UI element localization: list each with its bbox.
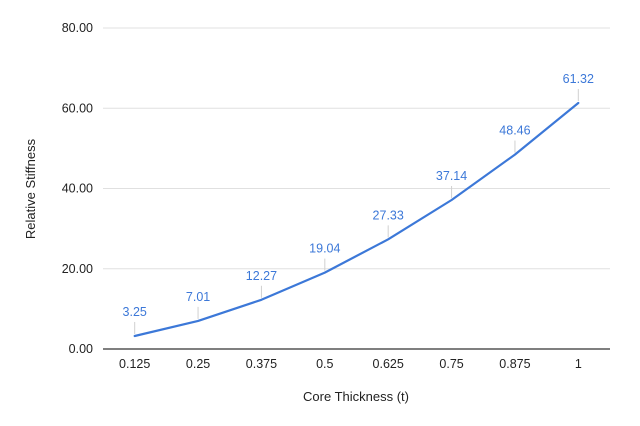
data-label: 3.25 [123, 305, 147, 319]
data-label: 19.04 [309, 242, 340, 256]
data-label: 7.01 [186, 290, 210, 304]
y-tick-label: 40.00 [62, 182, 93, 196]
data-label: 37.14 [436, 169, 467, 183]
y-tick-label: 80.00 [62, 21, 93, 35]
x-tick-label: 0.125 [119, 357, 150, 371]
series-line-path [133, 101, 580, 338]
x-tick-label: 0.625 [373, 357, 404, 371]
y-tick-label: 0.00 [69, 342, 93, 356]
x-tick-label: 0.875 [499, 357, 530, 371]
y-tick-label: 60.00 [62, 101, 93, 115]
x-tick-label: 0.25 [186, 357, 210, 371]
x-axis-ticks: 0.125 0.25 0.375 0.5 0.625 0.75 0.875 1 [119, 357, 582, 371]
x-tick-label: 0.75 [439, 357, 463, 371]
x-axis-title: Core Thickness (t) [303, 389, 409, 404]
y-tick-label: 20.00 [62, 262, 93, 276]
x-tick-label: 0.375 [246, 357, 277, 371]
data-label: 61.32 [563, 72, 594, 86]
data-label: 27.33 [373, 208, 404, 222]
data-label: 12.27 [246, 269, 277, 283]
series-line [133, 101, 580, 338]
x-tick-label: 1 [575, 357, 582, 371]
gridlines [103, 27, 610, 350]
data-label: 48.46 [499, 124, 530, 138]
data-labels: 3.25 7.01 12.27 19.04 27.33 37.14 48.46 61.32 [123, 72, 594, 334]
y-axis-title: Relative Stiffness [23, 138, 38, 239]
x-tick-label: 0.5 [316, 357, 333, 371]
y-axis-ticks: 0.00 20.00 40.00 60.00 80.00 [62, 21, 93, 356]
